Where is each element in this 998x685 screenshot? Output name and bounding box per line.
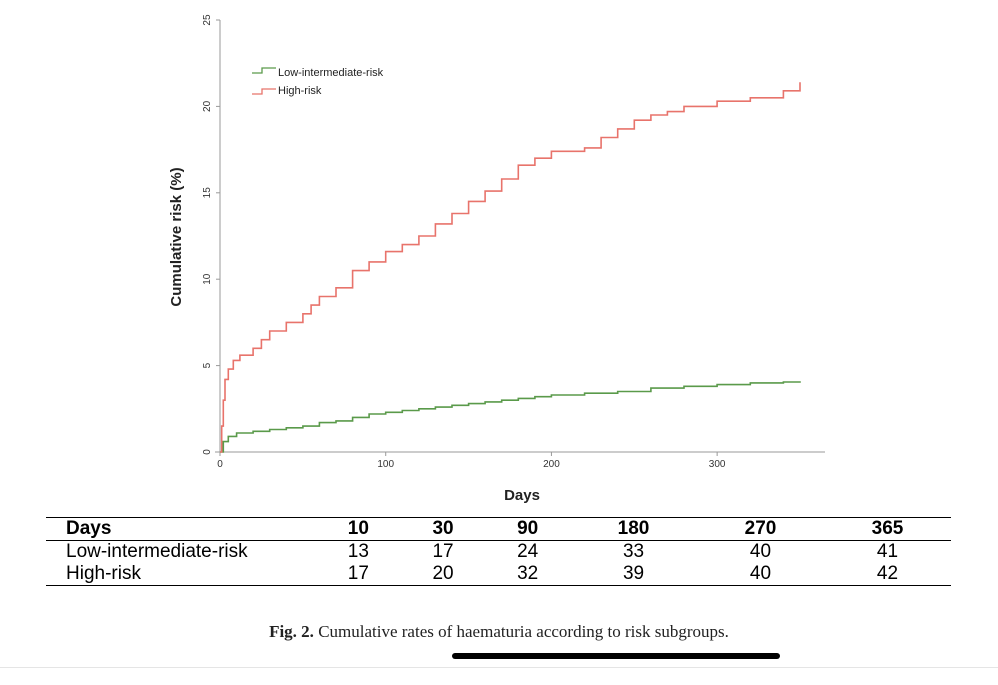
table-row: Low-intermediate-risk 13 17 24 33 40 41 (46, 541, 951, 564)
figure-caption: Fig. 2. Cumulative rates of haematuria a… (0, 622, 998, 642)
y-axis-title: Cumulative risk (%) (168, 167, 185, 306)
divider (0, 667, 998, 668)
y-tick-label: 15 (202, 187, 213, 199)
table-cell: 33 (622, 541, 645, 562)
figure-caption-label: Fig. 2. (269, 622, 314, 641)
legend: Low-intermediate-risk High-risk (252, 67, 384, 97)
table-header-cell: 270 (744, 518, 777, 539)
x-tick-label: 200 (543, 459, 560, 470)
table-cell: 40 (749, 563, 772, 584)
table-header-row: Days 10 30 90 180 270 365 (46, 517, 951, 541)
series-line-high-risk (220, 82, 801, 453)
x-axis-title: Days (504, 487, 540, 504)
table-header-cell: 180 (617, 518, 650, 539)
table-cell: 32 (517, 563, 539, 584)
figure-caption-text: Cumulative rates of haematuria according… (318, 622, 729, 641)
table-cell: 42 (876, 563, 899, 584)
x-tick-label: 300 (709, 459, 726, 470)
table-header-cell: 90 (517, 518, 539, 539)
legend-swatch-high-risk (252, 88, 276, 95)
table-cell: 13 (347, 541, 369, 562)
x-tick-label: 0 (217, 459, 223, 470)
x-tick-label: 100 (377, 459, 394, 470)
legend-swatch-low-intermediate (252, 67, 276, 74)
table-cell: 17 (432, 541, 454, 562)
table-header-cell: 30 (432, 518, 454, 539)
table-row: High-risk 17 20 32 39 40 42 (46, 563, 951, 586)
table-header-cell: 10 (347, 518, 369, 539)
series-lines (220, 82, 801, 453)
y-tick-label: 0 (202, 449, 213, 455)
home-indicator-bar[interactable] (452, 653, 780, 659)
legend-label-low-intermediate: Low-intermediate-risk (278, 67, 384, 79)
x-axis-ticks: 0 100 200 300 (217, 452, 726, 470)
table-cell: 40 (749, 541, 772, 562)
table-cell: 39 (622, 563, 645, 584)
cumulative-risk-chart: 0 5 10 15 20 25 0 100 200 300 Cumulative risk (%… (168, 14, 825, 504)
table-header-cell: Days (66, 518, 112, 539)
table-header-cell: 365 (871, 518, 904, 539)
table-cell: High-risk (66, 563, 141, 584)
table-cell: 20 (432, 563, 454, 584)
table-cell: 41 (876, 541, 899, 562)
legend-label-high-risk: High-risk (278, 85, 322, 97)
y-tick-label: 25 (202, 14, 213, 26)
y-axis-ticks: 0 5 10 15 20 25 (202, 14, 220, 455)
table-cell: Low-intermediate-risk (66, 541, 248, 562)
table-cell: 17 (347, 563, 369, 584)
series-line-low-intermediate-risk (220, 381, 801, 453)
y-tick-label: 5 (202, 362, 213, 368)
y-tick-label: 10 (202, 273, 213, 285)
y-tick-label: 20 (202, 100, 213, 112)
risk-table: Days 10 30 90 180 270 365 Low-intermedia… (46, 517, 951, 586)
table-cell: 24 (517, 541, 539, 562)
